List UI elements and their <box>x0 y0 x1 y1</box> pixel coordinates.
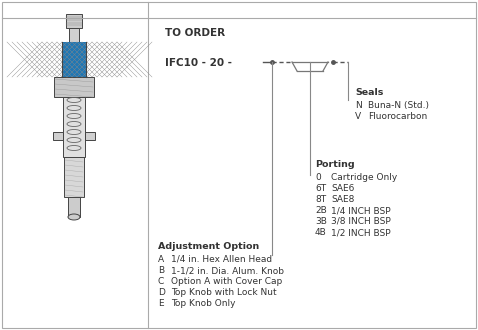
Text: Option A with Cover Cap: Option A with Cover Cap <box>171 277 282 286</box>
Text: SAE6: SAE6 <box>331 184 354 193</box>
Bar <box>85 132 95 140</box>
Bar <box>69 28 79 42</box>
Text: Fluorocarbon: Fluorocarbon <box>368 112 427 121</box>
Text: SAE8: SAE8 <box>331 195 354 204</box>
Text: 8T: 8T <box>315 195 326 204</box>
Bar <box>63 97 85 157</box>
Text: V: V <box>355 112 361 121</box>
Text: 6T: 6T <box>315 184 326 193</box>
Text: 2B: 2B <box>315 206 327 215</box>
Bar <box>54 77 94 97</box>
Text: 1/2 INCH BSP: 1/2 INCH BSP <box>331 228 391 237</box>
Text: Porting: Porting <box>315 160 355 169</box>
Text: 3/8 INCH BSP: 3/8 INCH BSP <box>331 217 391 226</box>
Text: 3B: 3B <box>315 217 327 226</box>
Text: Cartridge Only: Cartridge Only <box>331 173 397 182</box>
Text: E: E <box>158 299 163 308</box>
Bar <box>62 42 86 77</box>
Text: Top Knob Only: Top Knob Only <box>171 299 236 308</box>
Text: A: A <box>158 255 164 264</box>
Bar <box>68 197 80 217</box>
Text: 1/4 in. Hex Allen Head: 1/4 in. Hex Allen Head <box>171 255 272 264</box>
Bar <box>53 132 63 140</box>
Bar <box>66 14 82 28</box>
Bar <box>64 157 84 197</box>
Text: IFC10 - 20 -: IFC10 - 20 - <box>165 58 232 68</box>
Text: Seals: Seals <box>355 88 383 97</box>
Text: 1-1/2 in. Dia. Alum. Knob: 1-1/2 in. Dia. Alum. Knob <box>171 266 284 275</box>
Ellipse shape <box>68 214 80 220</box>
Bar <box>62 42 86 77</box>
Text: 4B: 4B <box>315 228 327 237</box>
Text: B: B <box>158 266 164 275</box>
Text: Buna-N (Std.): Buna-N (Std.) <box>368 101 429 110</box>
Text: N: N <box>355 101 362 110</box>
Text: TO ORDER: TO ORDER <box>165 28 225 38</box>
Text: D: D <box>158 288 165 297</box>
Text: 1/4 INCH BSP: 1/4 INCH BSP <box>331 206 391 215</box>
Text: 0: 0 <box>315 173 321 182</box>
Text: C: C <box>158 277 164 286</box>
Text: Top Knob with Lock Nut: Top Knob with Lock Nut <box>171 288 277 297</box>
Text: Adjustment Option: Adjustment Option <box>158 242 259 251</box>
